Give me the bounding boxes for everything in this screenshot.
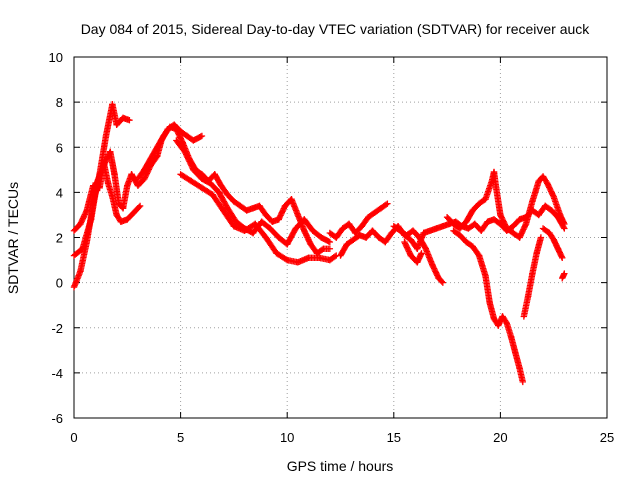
data-point (126, 116, 133, 124)
data-point (537, 234, 545, 241)
data-point (438, 278, 445, 285)
data-point (418, 250, 425, 257)
x-tick-label: 0 (70, 430, 77, 445)
data-point (561, 220, 568, 228)
x-tick-label: 25 (600, 430, 614, 445)
y-tick-label: -2 (51, 321, 63, 336)
data-point (136, 202, 144, 210)
y-tick-label: -6 (51, 411, 63, 426)
plot-frame (73, 56, 608, 419)
data-point (502, 318, 510, 326)
x-tick-label: 10 (280, 430, 294, 445)
series-track-13 (520, 234, 545, 320)
y-tick-label: 10 (49, 50, 63, 65)
data-point (331, 253, 339, 260)
y-tick-label: 0 (56, 276, 63, 291)
series-track-14 (539, 225, 566, 262)
series-track-10 (401, 238, 425, 266)
series-track-4 (134, 123, 334, 257)
series-track-15 (559, 270, 568, 282)
y-tick-label: -4 (51, 366, 63, 381)
series-track-2 (70, 159, 144, 234)
data-point (382, 201, 390, 208)
y-tick-label: 8 (56, 95, 63, 110)
grid (74, 57, 607, 418)
data-point (326, 245, 334, 252)
data-point (439, 279, 447, 286)
x-tick-label: 20 (493, 430, 507, 445)
axis-ticks: 0 5 10 15 20 25 -6 -4 -2 0 2 4 6 8 10 (49, 50, 615, 445)
data-point (326, 238, 334, 246)
chart-title: Day 084 of 2015, Sidereal Day-to-day VTE… (81, 21, 591, 37)
data-point (318, 246, 326, 253)
y-tick-label: 6 (56, 140, 63, 155)
x-axis-label: GPS time / hours (287, 458, 394, 474)
data-point (135, 203, 143, 211)
data-point (559, 254, 566, 262)
data-point (384, 200, 391, 207)
series-track-6 (177, 171, 340, 266)
data-point (198, 132, 206, 140)
y-tick-label: 4 (56, 185, 63, 200)
data-point (282, 256, 290, 263)
x-tick-label: 15 (387, 430, 401, 445)
data-point (519, 378, 526, 386)
series-track-12 (450, 227, 526, 386)
y-axis-label: SDTVAR / TECUs (5, 182, 21, 294)
data-point (561, 270, 568, 277)
series-track-9 (390, 223, 447, 286)
series-track-5 (173, 137, 334, 248)
data-points (70, 101, 568, 386)
y-tick-label: 2 (56, 231, 63, 246)
series-track-7 (326, 200, 391, 241)
x-tick-label: 5 (177, 430, 184, 445)
series-track-11 (443, 168, 568, 241)
